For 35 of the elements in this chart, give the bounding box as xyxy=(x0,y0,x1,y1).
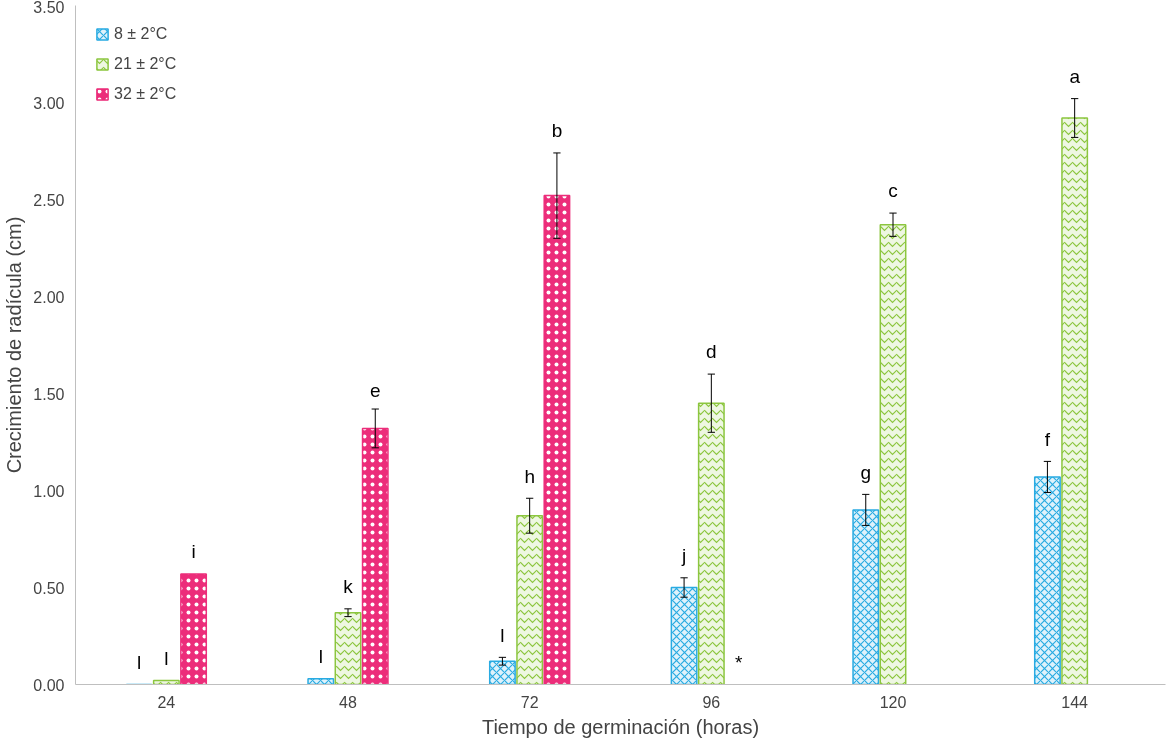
x-tick-label: 48 xyxy=(339,693,357,711)
data-label: i xyxy=(191,541,196,563)
y-tick-label: 0.50 xyxy=(33,579,65,597)
data-label: a xyxy=(1069,65,1081,87)
y-axis-title: Crecimiento de radícula (cm) xyxy=(3,216,26,474)
y-tick-label: 3.50 xyxy=(33,0,65,16)
data-label: h xyxy=(524,465,535,487)
y-tick-label: 3.00 xyxy=(33,94,65,112)
legend-label: 21 ± 2°C xyxy=(114,55,177,73)
y-tick-label: 2.50 xyxy=(33,191,65,209)
y-tick-label: 2.00 xyxy=(33,288,65,306)
y-tick-label: 1.50 xyxy=(33,385,65,403)
x-tick-label: 120 xyxy=(879,693,907,711)
data-label: k xyxy=(343,576,354,598)
legend-label: 8 ± 2°C xyxy=(114,25,168,43)
data-label: g xyxy=(860,461,872,483)
data-label: l xyxy=(318,646,323,668)
data-label: l xyxy=(500,624,505,646)
data-label: l xyxy=(164,647,169,669)
x-tick-label: 24 xyxy=(157,693,176,711)
data-label: d xyxy=(706,341,717,363)
x-tick-label: 144 xyxy=(1061,693,1089,711)
y-tick-label: 1.00 xyxy=(33,482,65,500)
data-label: j xyxy=(680,545,687,567)
data-label: c xyxy=(888,180,898,202)
x-tick-label: 96 xyxy=(702,693,721,711)
x-tick-label: 72 xyxy=(520,693,539,711)
data-label: b xyxy=(551,120,563,142)
legend-label: 32 ± 2°C xyxy=(114,85,177,103)
x-axis-title: Tiempo de germinación (horas) xyxy=(481,715,760,738)
data-label: f xyxy=(1044,428,1051,450)
y-tick-label: 0.00 xyxy=(33,676,65,694)
data-label: l xyxy=(136,651,142,673)
text: * xyxy=(734,651,743,673)
data-label: e xyxy=(369,380,381,402)
